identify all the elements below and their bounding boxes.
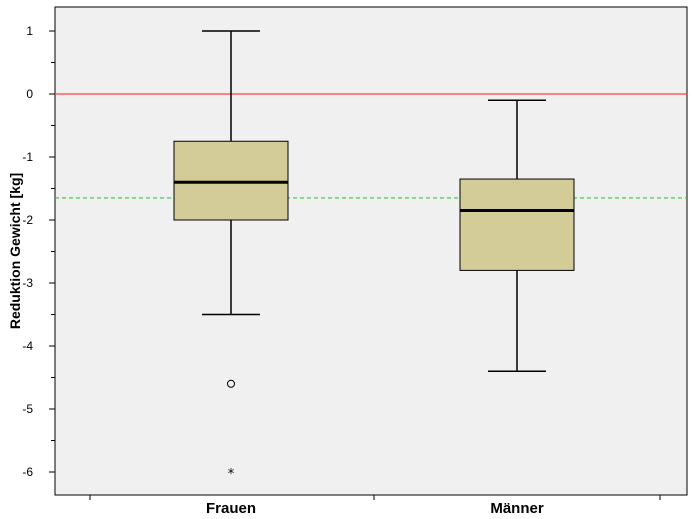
reference-lines xyxy=(55,93,687,199)
box-iqr xyxy=(459,178,575,271)
y-axis: 1 0 -1 -2 -3 -4 -5 -6 xyxy=(22,24,55,479)
y-axis-title: Reduktion Gewicht [kg] xyxy=(7,173,23,329)
y-tick-label: -1 xyxy=(22,150,33,164)
outlier-star: * xyxy=(228,467,235,482)
x-category-label: Männer xyxy=(490,500,544,517)
y-tick-label: -2 xyxy=(22,213,33,227)
x-category-label: Frauen xyxy=(206,500,256,517)
x-axis: Frauen Männer xyxy=(89,495,661,517)
y-tick-label: -6 xyxy=(22,465,33,479)
y-tick-label: -5 xyxy=(22,402,33,416)
boxes: * xyxy=(173,30,575,482)
box-iqr xyxy=(173,140,289,221)
y-tick-label: 0 xyxy=(26,87,33,101)
box-group: * xyxy=(173,30,289,482)
box-group xyxy=(459,99,575,372)
y-tick-label: -3 xyxy=(22,276,33,290)
outlier-circle xyxy=(227,379,235,388)
plot-area xyxy=(54,6,688,496)
y-tick-label: -4 xyxy=(22,339,33,353)
y-tick-label: 1 xyxy=(26,24,33,38)
